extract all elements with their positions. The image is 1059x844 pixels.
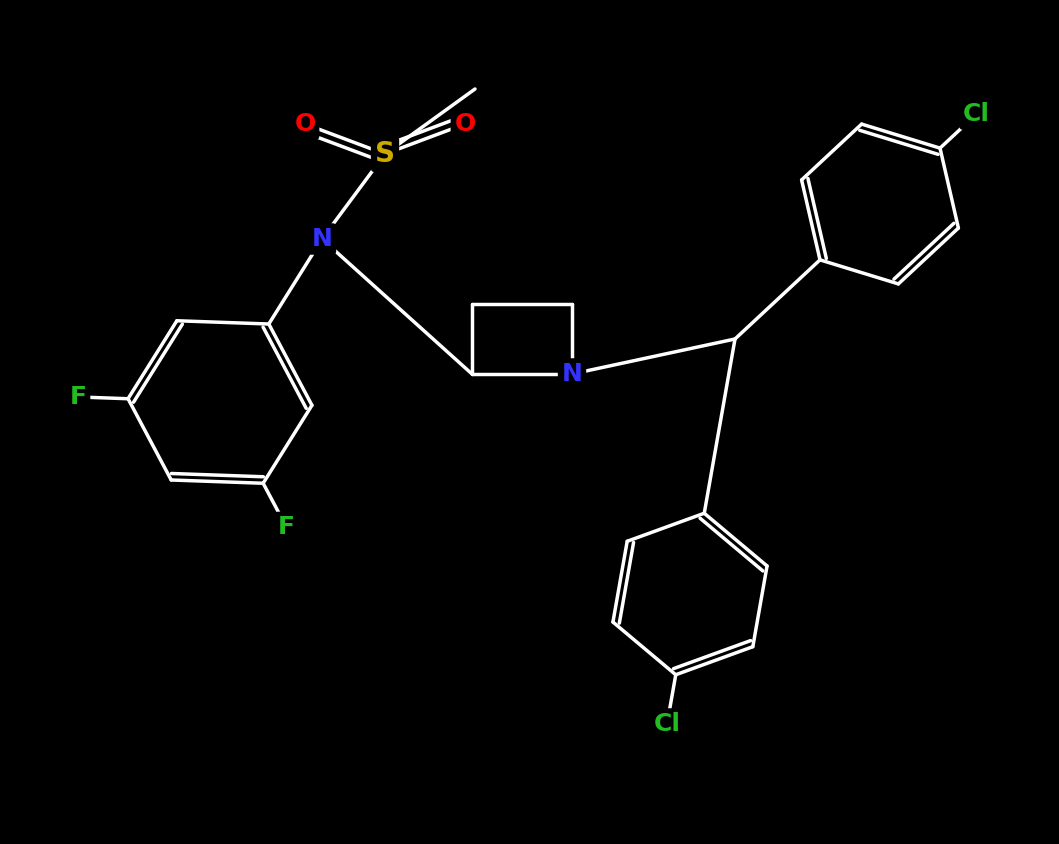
Text: F: F — [279, 516, 295, 539]
Text: Cl: Cl — [963, 102, 990, 126]
Text: F: F — [70, 385, 87, 409]
Text: S: S — [375, 140, 395, 168]
Text: Cl: Cl — [653, 712, 681, 736]
Text: N: N — [311, 227, 333, 251]
Text: O: O — [294, 112, 316, 136]
Text: N: N — [561, 362, 582, 386]
Text: O: O — [454, 112, 475, 136]
